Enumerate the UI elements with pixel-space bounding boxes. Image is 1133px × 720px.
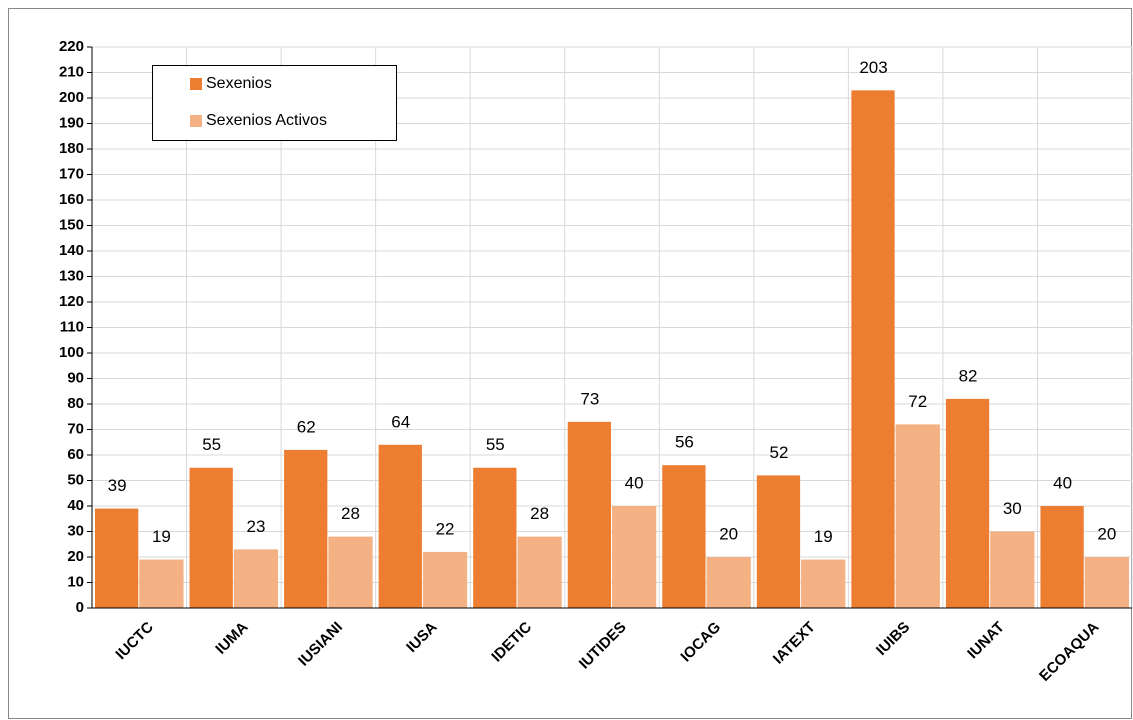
bar [284,449,328,608]
y-tick-label: 30 [67,522,84,539]
data-label: 73 [580,389,599,408]
y-tick-label: 70 [67,420,84,437]
bar [567,421,611,608]
bar [422,551,468,608]
bar [612,506,657,608]
legend: Sexenios Sexenios Activos [152,65,397,141]
y-tick-label: 40 [67,497,84,514]
bar [706,557,751,608]
y-tick-label: 50 [67,471,84,488]
data-label: 30 [1003,499,1022,518]
data-label: 23 [246,517,265,536]
data-label: 55 [202,435,221,454]
data-label: 28 [530,504,549,523]
y-tick-label: 60 [67,446,84,463]
bar [378,444,422,608]
data-label: 20 [1097,524,1116,543]
y-tick-label: 170 [59,165,84,182]
legend-label: Sexenios [206,75,272,92]
y-tick-label: 210 [59,63,84,80]
y-tick-label: 0 [76,599,84,616]
y-tick-label: 130 [59,267,84,284]
y-tick-label: 160 [59,191,84,208]
bar [990,531,1035,608]
data-label: 55 [486,435,505,454]
data-label: 82 [959,366,978,385]
y-tick-label: 20 [67,548,84,565]
data-label: 22 [436,519,455,538]
data-label: 20 [719,524,738,543]
legend-label: Sexenios Activos [206,112,327,129]
data-label: 40 [625,473,644,492]
data-label: 28 [341,504,360,523]
y-tick-label: 80 [67,395,84,412]
bar [1084,557,1129,608]
bar [756,475,801,608]
y-tick-label: 100 [59,344,84,361]
legend-box [152,65,397,141]
data-label: 52 [769,443,788,462]
y-tick-label: 110 [60,318,84,335]
y-tick-label: 140 [59,242,84,259]
data-label: 72 [908,392,927,411]
bar [801,559,846,608]
bar [662,465,706,608]
y-tick-label: 180 [59,140,84,157]
bar [895,424,940,608]
bar [328,536,373,608]
bar [139,559,184,608]
y-tick-label: 200 [59,89,84,106]
bar [945,398,990,608]
legend-swatch [190,115,202,127]
legend-swatch [190,78,202,90]
bar [95,508,139,608]
data-label: 62 [297,417,316,436]
data-label: 64 [391,412,410,431]
bar [851,90,895,609]
bar [189,467,233,608]
bar [233,549,279,608]
y-tick-label: 220 [59,38,84,55]
y-tick-label: 90 [67,369,84,386]
data-label: 19 [152,527,171,546]
data-label: 40 [1053,473,1072,492]
y-tick-label: 190 [59,114,84,131]
y-tick-label: 120 [59,293,84,310]
y-tick-label: 150 [59,216,84,233]
bar [517,536,562,608]
bar [1040,506,1084,608]
data-label: 56 [675,433,694,452]
data-label: 39 [108,476,127,495]
bar [473,467,517,608]
data-label: 19 [814,527,833,546]
y-tick-label: 10 [67,573,84,590]
data-label: 203 [859,58,887,77]
